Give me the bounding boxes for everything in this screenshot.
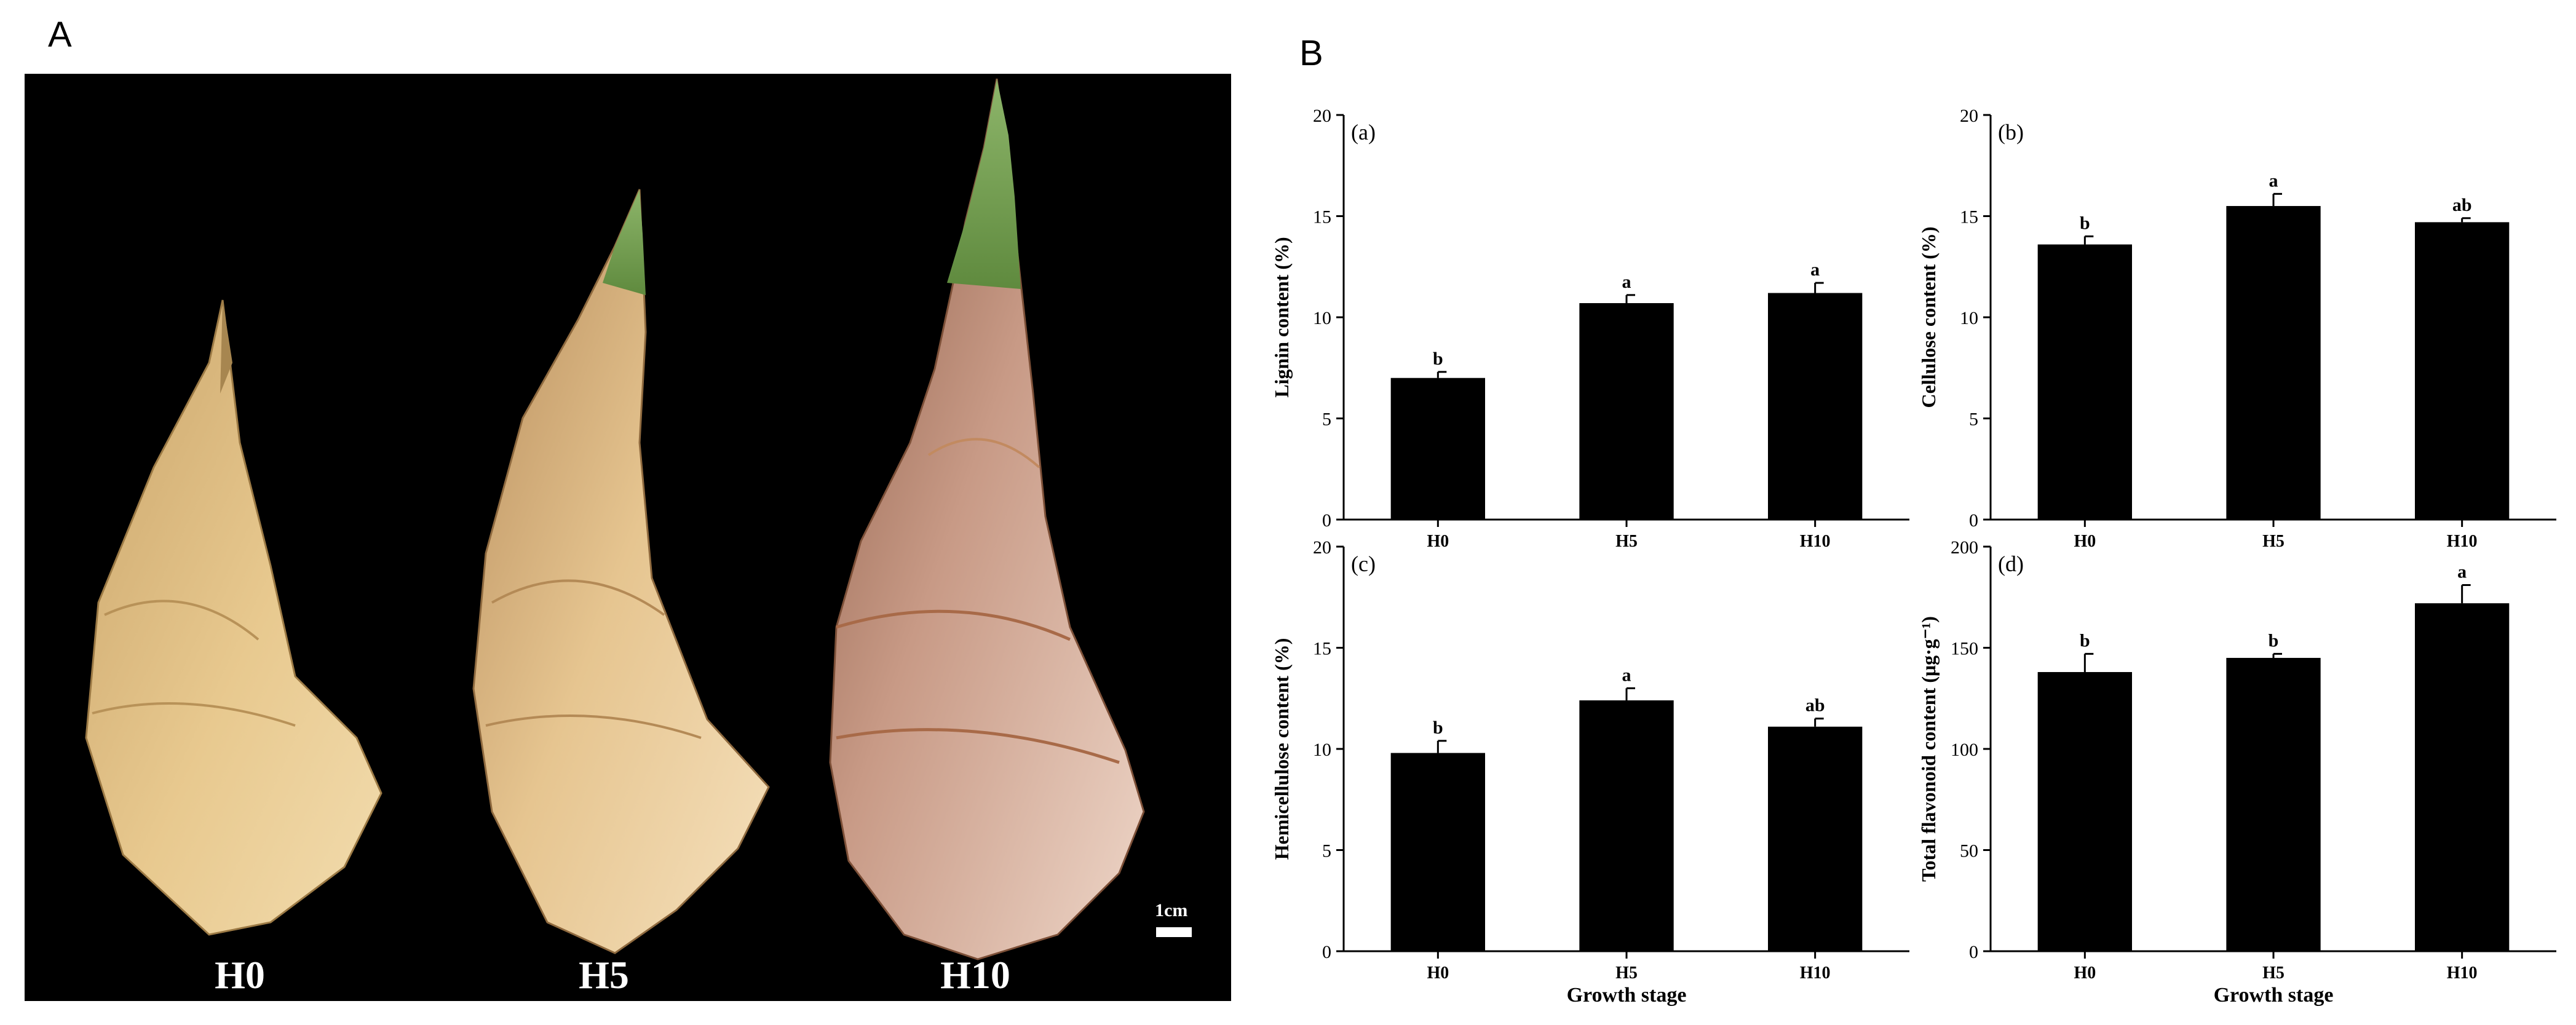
y-tick-label-1-2: 10 bbox=[1960, 308, 1978, 328]
shoot-label-h5: H5 bbox=[579, 953, 629, 997]
y-axis-label-1: Cellulose content (%) bbox=[1917, 226, 1940, 408]
x-tick-label-2-2: H10 bbox=[1800, 964, 1831, 983]
significance-1-0: b bbox=[2080, 213, 2090, 233]
y-tick-label-1-3: 15 bbox=[1960, 207, 1978, 228]
y-tick-label-0-2: 10 bbox=[1313, 308, 1331, 328]
y-tick-label-0-0: 0 bbox=[1322, 510, 1331, 531]
panel-a-label: A bbox=[48, 15, 72, 55]
significance-0-1: a bbox=[1622, 272, 1631, 292]
y-tick-label-3-2: 100 bbox=[1951, 740, 1978, 760]
x-tick-label-1-0: H0 bbox=[2074, 532, 2096, 551]
bamboo-shoot-illustration bbox=[85, 78, 1145, 960]
x-tick-label-3-0: H0 bbox=[2074, 964, 2096, 983]
y-tick-label-3-0: 0 bbox=[1969, 942, 1978, 962]
x-tick-label-3-1: H5 bbox=[2262, 964, 2285, 983]
y-axis-label-2: Hemicellulose content (%) bbox=[1270, 638, 1293, 860]
panel-tag-1: (b) bbox=[1998, 120, 2024, 144]
y-tick-label-0-1: 5 bbox=[1322, 410, 1331, 430]
panel-tag-0: (a) bbox=[1351, 120, 1376, 144]
x-axis-label-3: Growth stage bbox=[2214, 984, 2334, 1007]
y-tick-label-3-3: 150 bbox=[1951, 639, 1978, 659]
panel-tag-3: (d) bbox=[1998, 552, 2024, 576]
significance-3-1: b bbox=[2269, 630, 2279, 651]
shoot-label-h10: H10 bbox=[940, 953, 1010, 997]
y-tick-label-1-0: 0 bbox=[1969, 510, 1978, 531]
bar-0-1 bbox=[1579, 303, 1674, 520]
significance-0-0: b bbox=[1433, 349, 1443, 369]
significance-3-2: a bbox=[2457, 562, 2467, 582]
y-tick-label-2-3: 15 bbox=[1313, 639, 1331, 659]
bar-1-0 bbox=[2037, 244, 2132, 520]
x-tick-label-3-2: H10 bbox=[2447, 964, 2478, 983]
panel-b-label: B bbox=[1299, 33, 1323, 73]
scale-bar bbox=[1156, 927, 1192, 937]
panel-tag-2: (c) bbox=[1351, 552, 1376, 576]
significance-1-1: a bbox=[2269, 170, 2278, 191]
y-tick-label-2-1: 5 bbox=[1322, 841, 1331, 861]
bar-3-1 bbox=[2226, 657, 2321, 951]
x-tick-label-0-1: H5 bbox=[1615, 532, 1638, 551]
bar-2-1 bbox=[1579, 700, 1674, 951]
bar-3-2 bbox=[2415, 603, 2510, 951]
shoot-h10 bbox=[829, 78, 1145, 960]
bar-3-0 bbox=[2037, 671, 2132, 951]
y-tick-label-0-4: 20 bbox=[1313, 106, 1331, 126]
y-axis-label-0: Lignin content (%) bbox=[1270, 237, 1293, 397]
y-tick-label-2-2: 10 bbox=[1313, 740, 1331, 760]
bar-1-2 bbox=[2415, 222, 2510, 520]
y-tick-label-2-0: 0 bbox=[1322, 942, 1331, 962]
significance-2-1: a bbox=[1622, 665, 1631, 685]
scale-bar-label: 1cm bbox=[1155, 900, 1188, 920]
x-tick-label-2-1: H5 bbox=[1615, 964, 1638, 983]
bar-2-2 bbox=[1768, 726, 1863, 951]
y-axis-label-3: Total flavonoid content (μg·g⁻¹) bbox=[1917, 616, 1940, 882]
y-tick-label-1-4: 20 bbox=[1960, 106, 1978, 126]
y-tick-label-3-1: 50 bbox=[1960, 841, 1978, 861]
significance-0-2: a bbox=[1810, 259, 1820, 280]
y-tick-label-1-1: 5 bbox=[1969, 410, 1978, 430]
bar-0-0 bbox=[1390, 378, 1485, 520]
shoot-h0 bbox=[85, 299, 382, 936]
significance-1-2: ab bbox=[2452, 195, 2472, 215]
significance-2-0: b bbox=[1433, 718, 1443, 738]
x-axis-label-2: Growth stage bbox=[1567, 984, 1687, 1007]
bar-2-0 bbox=[1390, 753, 1485, 951]
bar-0-2 bbox=[1768, 293, 1863, 520]
significance-2-2: ab bbox=[1805, 695, 1825, 716]
x-tick-label-1-2: H10 bbox=[2447, 532, 2478, 551]
bar-1-1 bbox=[2226, 206, 2321, 520]
bar-charts-svg: 0 5 10 15 20 Lignin content (%) (a) b H0 a H5 a H10 0… bbox=[1270, 106, 2556, 1007]
shoot-h5 bbox=[472, 189, 770, 954]
bar-charts-panel: 0 5 10 15 20 Lignin content (%) (a) b H0 a H5 a H10 0… bbox=[1267, 98, 2576, 1022]
y-tick-label-3-4: 200 bbox=[1951, 537, 1978, 558]
y-tick-label-0-3: 15 bbox=[1313, 207, 1331, 228]
y-tick-label-2-4: 20 bbox=[1313, 537, 1331, 558]
shoot-label-h0: H0 bbox=[215, 953, 265, 997]
x-tick-label-0-2: H10 bbox=[1800, 532, 1831, 551]
significance-3-0: b bbox=[2080, 630, 2090, 651]
x-tick-label-1-1: H5 bbox=[2262, 532, 2285, 551]
x-tick-label-0-0: H0 bbox=[1427, 532, 1449, 551]
bamboo-shoot-photo: H0 H5 H10 1cm bbox=[25, 74, 1231, 1001]
x-tick-label-2-0: H0 bbox=[1427, 964, 1449, 983]
